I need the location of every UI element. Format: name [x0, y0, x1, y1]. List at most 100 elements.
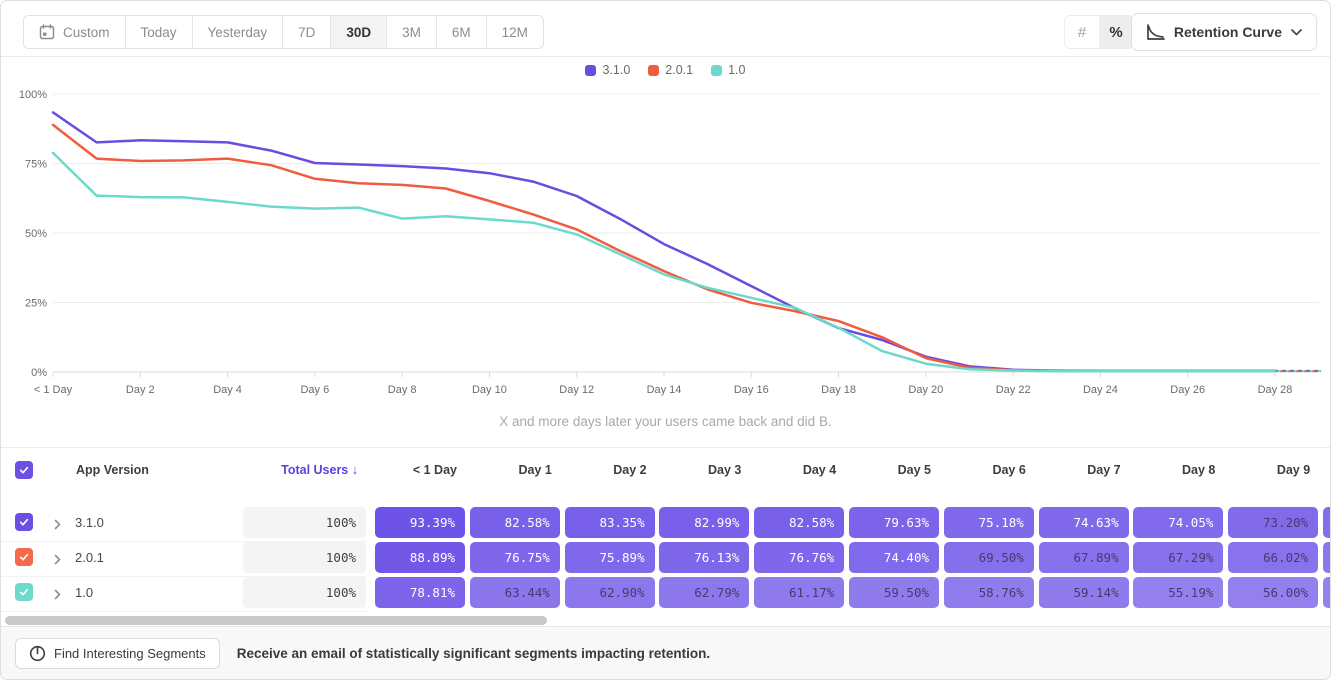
- percent-toggle-button[interactable]: %: [1099, 16, 1133, 48]
- retention-cell-2.0.1-day-5[interactable]: 74.40%: [849, 542, 939, 573]
- x-axis-tick-label: Day 8: [388, 384, 417, 396]
- retention-cell-2.0.1-day-1[interactable]: 76.75%: [469, 542, 560, 573]
- legend-item-1.0[interactable]: 1.0: [711, 63, 746, 77]
- total-users-cell: 100%: [243, 577, 366, 608]
- row-label: 2.0.1: [75, 550, 104, 565]
- legend-swatch-icon: [585, 64, 597, 76]
- retention-cell-3.1.0-day-0[interactable]: 93.39%: [375, 507, 465, 538]
- series-line-2.0.1[interactable]: [51, 123, 1277, 373]
- date-range-7d[interactable]: 7D: [283, 16, 332, 48]
- x-axis-tick-label: Day 28: [1258, 384, 1293, 396]
- column-header-day-8: Day 8: [1182, 463, 1216, 477]
- date-range-group: Custom Today Yesterday 7D 30D 3M 6M 12M: [23, 15, 544, 49]
- footer-message: Receive an email of statistically signif…: [236, 645, 711, 661]
- retention-cell-3.1.0-day-3[interactable]: 82.99%: [659, 507, 750, 538]
- segments-circle-icon: [29, 645, 46, 662]
- retention-cell-2.0.1-day-9[interactable]: 66.02%: [1228, 542, 1319, 573]
- retention-cell-3.1.0-day-9[interactable]: 73.20%: [1228, 507, 1319, 538]
- date-range-30d[interactable]: 30D: [331, 16, 388, 48]
- retention-cell-1.0-day-4[interactable]: 61.17%: [754, 577, 845, 608]
- expand-chevron-icon[interactable]: [54, 552, 61, 570]
- horizontal-scrollbar-thumb[interactable]: [5, 616, 547, 625]
- retention-cell-3.1.0-day-4[interactable]: 82.58%: [754, 507, 845, 538]
- x-axis-tick-label: Day 12: [559, 384, 594, 396]
- row-label: 3.1.0: [75, 515, 104, 530]
- column-header-day-0: < 1 Day: [412, 463, 457, 477]
- x-axis-tick-label: Day 22: [996, 384, 1031, 396]
- retention-cell-2.0.1-day-3[interactable]: 76.13%: [659, 542, 750, 573]
- y-axis-tick-label: 25%: [25, 298, 47, 310]
- retention-cell-3.1.0-day-2[interactable]: 83.35%: [564, 507, 655, 538]
- retention-cell-3.1.0-day-5[interactable]: 79.63%: [849, 507, 939, 538]
- date-range-today[interactable]: Today: [125, 16, 193, 48]
- row-checkbox-1.0[interactable]: [15, 583, 33, 601]
- row-separator: [1, 541, 366, 542]
- find-interesting-segments-button[interactable]: Find Interesting Segments: [15, 637, 220, 669]
- x-axis-tick-label: Day 24: [1083, 384, 1118, 396]
- chart-legend: 3.1.0 2.0.1 1.0: [1, 63, 1330, 77]
- retention-cell-1.0-day-8[interactable]: 55.19%: [1133, 577, 1224, 608]
- retention-cell-1.0-day-2[interactable]: 62.90%: [564, 577, 655, 608]
- date-range-3m[interactable]: 3M: [387, 16, 437, 48]
- retention-cell-1.0-day-3[interactable]: 62.79%: [659, 577, 750, 608]
- x-axis-tick-label: Day 26: [1170, 384, 1205, 396]
- column-header-day-7: Day 7: [1087, 463, 1121, 477]
- y-axis-tick-label: 0%: [31, 367, 47, 379]
- retention-cell-sliver[interactable]: [1323, 542, 1330, 573]
- date-range-6m[interactable]: 6M: [436, 16, 487, 48]
- row-separator: [1, 611, 366, 612]
- series-line-3.1.0[interactable]: [51, 111, 1277, 373]
- series-line-1.0[interactable]: [51, 151, 1277, 373]
- retention-cell-2.0.1-day-7[interactable]: 67.89%: [1038, 542, 1129, 573]
- retention-cell-2.0.1-day-6[interactable]: 69.50%: [943, 542, 1034, 573]
- row-label: 1.0: [75, 585, 94, 600]
- select-all-checkbox[interactable]: [15, 461, 33, 479]
- date-range-custom[interactable]: Custom: [24, 16, 126, 48]
- row-separator: [1, 576, 366, 577]
- retention-cell-sliver[interactable]: [1323, 507, 1330, 538]
- y-axis-tick-label: 75%: [25, 159, 47, 171]
- retention-cell-1.0-day-6[interactable]: 58.76%: [943, 577, 1034, 608]
- retention-cell-3.1.0-day-6[interactable]: 75.18%: [943, 507, 1034, 538]
- retention-cell-1.0-day-0[interactable]: 78.81%: [375, 577, 465, 608]
- legend-item-2.0.1[interactable]: 2.0.1: [648, 63, 693, 77]
- retention-cell-1.0-day-9[interactable]: 56.00%: [1228, 577, 1319, 608]
- expand-chevron-icon[interactable]: [54, 517, 61, 535]
- retention-cell-3.1.0-day-8[interactable]: 74.05%: [1133, 507, 1224, 538]
- retention-cell-3.1.0-day-7[interactable]: 74.63%: [1038, 507, 1129, 538]
- retention-cell-2.0.1-day-4[interactable]: 76.76%: [754, 542, 845, 573]
- table-header: App Version Total Users ↓ < 1 Day Day 1 Da…: [1, 447, 1330, 491]
- retention-cell-2.0.1-day-8[interactable]: 67.29%: [1133, 542, 1224, 573]
- date-range-yesterday[interactable]: Yesterday: [192, 16, 284, 48]
- count-toggle-button[interactable]: #: [1065, 16, 1099, 48]
- chart-type-dropdown[interactable]: Retention Curve: [1130, 13, 1317, 51]
- total-users-cell: 100%: [243, 542, 366, 573]
- expand-chevron-icon[interactable]: [54, 587, 61, 605]
- calendar-icon: [39, 24, 55, 40]
- column-header-total-users[interactable]: Total Users ↓: [281, 463, 358, 477]
- table-row-3.1.0: 3.1.0 100% 93.39% 82.58% 83.35% 82.99% 82.58…: [1, 507, 1330, 542]
- x-axis-tick-label: Day 10: [472, 384, 507, 396]
- retention-cell-sliver[interactable]: [1323, 577, 1330, 608]
- sort-descending-icon: ↓: [351, 463, 358, 477]
- retention-cell-1.0-day-5[interactable]: 59.50%: [849, 577, 939, 608]
- retention-line-chart: 0% 25% 50% 75% 100% < 1 Day Day 2 Day 4 Day 6 Day…: [19, 89, 1321, 396]
- x-axis-tick-label: Day 4: [213, 384, 242, 396]
- retention-cell-3.1.0-day-1[interactable]: 82.58%: [469, 507, 560, 538]
- row-checkbox-3.1.0[interactable]: [15, 513, 33, 531]
- date-range-12m[interactable]: 12M: [486, 16, 543, 48]
- retention-curve-icon: [1146, 23, 1165, 41]
- column-header-day-3: Day 3: [708, 463, 742, 477]
- retention-cell-2.0.1-day-0[interactable]: 88.89%: [375, 542, 465, 573]
- column-header-day-4: Day 4: [802, 463, 837, 477]
- retention-cell-2.0.1-day-2[interactable]: 75.89%: [564, 542, 655, 573]
- row-checkbox-2.0.1[interactable]: [15, 548, 33, 566]
- column-header-day-1: Day 1: [518, 463, 552, 477]
- legend-item-3.1.0[interactable]: 3.1.0: [585, 63, 630, 77]
- retention-cell-1.0-day-1[interactable]: 63.44%: [469, 577, 560, 608]
- x-axis-tick-label: Day 14: [647, 384, 682, 396]
- column-header-day-6: Day 6: [992, 463, 1026, 477]
- x-axis-tick-label: Day 18: [821, 384, 856, 396]
- retention-cell-1.0-day-7[interactable]: 59.14%: [1038, 577, 1129, 608]
